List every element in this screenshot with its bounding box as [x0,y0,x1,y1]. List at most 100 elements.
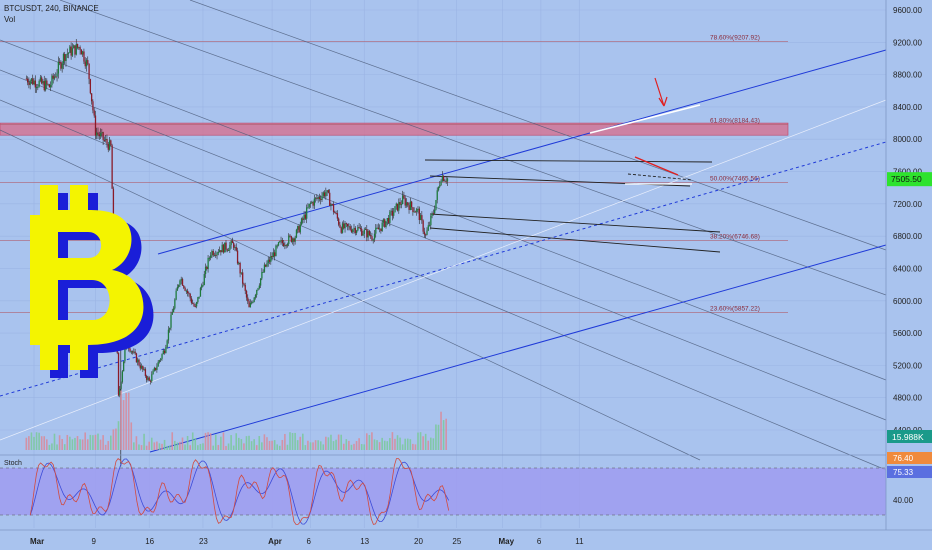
candle-body [416,209,418,213]
candle-body [225,242,227,250]
candle [385,221,387,229]
candle-body [390,210,392,212]
candle [400,200,403,209]
candle-body [396,203,399,211]
volume-bar [171,432,174,450]
candle [234,244,236,252]
candle-body [138,359,140,366]
volume-bar [302,433,304,450]
volume-bar [278,445,281,450]
candle [353,223,355,234]
volume-bar [268,440,271,450]
candle-body [78,47,80,49]
candle-body [270,255,272,262]
candle [309,201,312,208]
candle-body [376,227,378,229]
candle-body [162,350,164,355]
candle-body [280,240,282,242]
candle [242,269,244,288]
candle [103,136,106,142]
volume-bar [330,434,332,450]
candle [184,286,186,292]
candle-body [387,218,390,223]
candle-body [88,63,90,80]
volume-bar [181,437,184,450]
candle-body [195,302,198,307]
candle [398,198,400,214]
candle-body [247,297,249,302]
candle-body [336,213,339,219]
candle [293,237,295,246]
volume-bar [48,444,51,450]
candle-body [432,213,435,215]
candle [245,289,248,301]
candle [92,99,94,114]
volume-bar [74,437,76,450]
candle [272,248,275,258]
candle [441,171,444,183]
candle [349,223,351,231]
time-tick-label: 6 [306,537,311,546]
candle [160,357,162,363]
candle-body [131,351,134,353]
candle [432,209,435,216]
candle [56,69,58,82]
volume-bar [197,445,199,450]
candle-body [368,230,371,236]
candle [93,107,95,118]
candle-body [43,81,45,91]
candle-body [211,250,213,256]
volume-bar [366,433,368,450]
candle [174,298,176,310]
candle-body [366,229,368,238]
candle-body [93,110,95,116]
candle-body [73,45,75,49]
candle-body [224,242,226,253]
candle [227,247,230,251]
candle [33,77,35,86]
candle-body [399,202,401,205]
volume-bar [161,443,163,450]
candle [178,284,180,289]
volume-bar [245,436,248,450]
candle-body [436,190,438,200]
volume-bar [238,437,240,450]
candle-body [98,134,100,137]
candle-body [318,197,321,199]
volume-bar [71,439,74,450]
candle-body [179,280,181,285]
candle [108,136,111,151]
candle-body [149,380,152,382]
candle-body [259,278,262,286]
volume-bar [110,435,112,450]
candle-body [377,227,380,230]
candle-body [359,227,362,229]
channel-lower-line [149,244,887,453]
candle-body [175,290,177,300]
candle [123,361,125,372]
candle [222,243,225,254]
candle [312,200,314,209]
candle-body [80,49,83,55]
candle [88,63,90,85]
candle [224,242,226,253]
volume-bar [314,440,317,450]
candle [418,206,420,225]
candle-body [84,61,86,67]
candle [409,197,412,211]
candle-body [411,201,413,208]
candle-body [332,204,335,213]
channel-light-line [0,99,887,441]
candle [281,237,284,247]
candle [110,139,112,147]
candle [443,175,445,182]
candle-body [440,180,442,186]
candle-body [121,371,124,382]
volume-bar [345,439,348,450]
candle-body [428,225,431,227]
candle-body [227,249,230,251]
volume-bar [84,432,86,450]
candle-body [302,218,304,220]
candle [46,78,48,89]
candle-body [361,228,363,236]
